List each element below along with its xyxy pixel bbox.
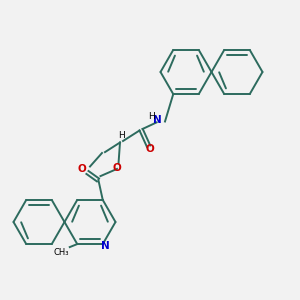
Text: O: O [112, 163, 122, 173]
Text: H: H [118, 130, 125, 140]
Text: N: N [153, 115, 162, 125]
Text: N: N [101, 242, 110, 251]
Text: O: O [146, 144, 154, 154]
Text: H: H [148, 112, 155, 121]
Text: CH₃: CH₃ [54, 248, 69, 257]
Text: O: O [77, 164, 86, 175]
